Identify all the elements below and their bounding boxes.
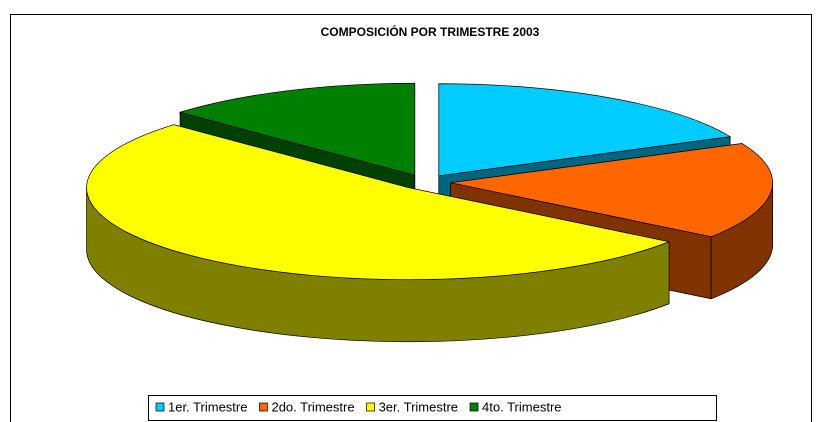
slice [178, 82, 416, 176]
legend: 1er. Trimestre 2do. Trimestre 3er. Trimest… [155, 399, 562, 414]
slice [450, 143, 773, 238]
pie [86, 82, 773, 343]
legend-swatch [366, 402, 375, 412]
pie-tops [86, 82, 773, 281]
slice [438, 83, 732, 177]
legend-label: 2do. Trimestre [271, 399, 354, 414]
legend-label: 1er. Trimestre [168, 399, 247, 414]
legend-label: 4to. Trimestre [482, 399, 561, 414]
chart-title: COMPOSICIÓN POR TRIMESTRE 2003 [321, 24, 540, 39]
legend-label: 3er. Trimestre [379, 399, 458, 414]
legend-swatch [259, 402, 268, 412]
legend-frame [148, 395, 717, 421]
slice [86, 124, 671, 281]
legend-swatch [155, 402, 165, 412]
legend-swatch [469, 402, 479, 412]
